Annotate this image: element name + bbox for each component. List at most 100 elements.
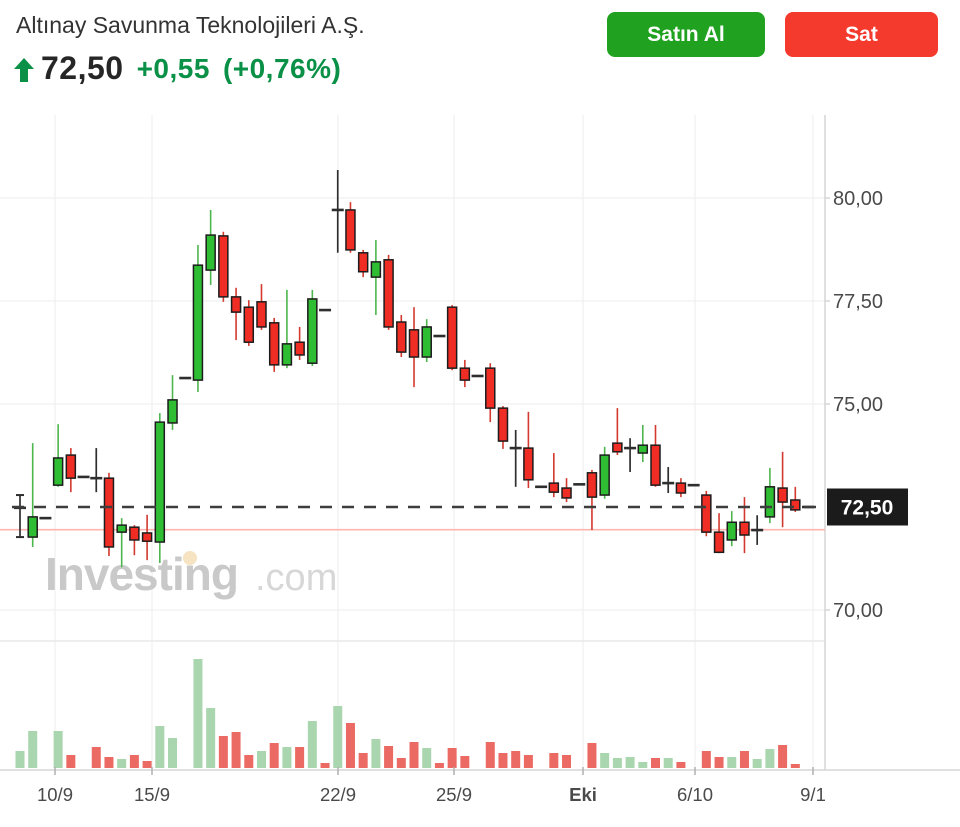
chart-area: Investing .com 80,00 77,50 75,00 70,00 72,50 10…: [0, 110, 960, 822]
candle-down: [548, 482, 560, 493]
volume-bar-down: [701, 751, 711, 768]
volume-bar-up: [256, 751, 266, 768]
volume-bar-up: [53, 731, 63, 768]
volume-bar-up: [282, 747, 292, 768]
candle-down: [701, 494, 712, 533]
price-change-percent: (+0,76%): [222, 52, 342, 84]
y-tick-label: 80,00: [833, 188, 883, 210]
candle-down: [230, 296, 242, 313]
volume-bar-down: [142, 761, 152, 768]
volume-bar-up: [371, 739, 381, 768]
x-tick-label: 22/9: [320, 784, 356, 805]
candle-up: [27, 516, 38, 538]
volume-bar-up: [206, 708, 216, 768]
x-tick-label: Eki: [569, 784, 597, 805]
candle-down: [739, 521, 750, 536]
volume-bar-up: [765, 749, 775, 768]
candle-down: [294, 341, 305, 356]
y-tick-label: 77,50: [833, 291, 883, 313]
volume-bar-down: [562, 755, 572, 768]
price-change: +0,55: [136, 52, 210, 84]
arrow-up-icon: [14, 57, 34, 83]
volume-bar-up: [625, 757, 635, 768]
volume-bar-up: [600, 753, 610, 768]
volume-bar-down: [485, 742, 495, 768]
candle-up: [167, 399, 178, 424]
volume-bar-up: [155, 726, 165, 768]
price-row: 72,50 +0,55 (+0,76%): [14, 50, 341, 87]
volume-bar-down: [651, 758, 660, 768]
candle-down: [586, 472, 598, 498]
candle-up: [307, 298, 318, 364]
watermark-suffix: .com: [255, 557, 337, 599]
volume-bar-down: [91, 747, 101, 768]
candle-down: [612, 442, 623, 453]
candle-down: [650, 444, 661, 486]
x-tick-label: 9/1: [800, 784, 826, 805]
volume-bar-down: [523, 755, 533, 768]
volume-bar-up: [638, 762, 648, 768]
volume-bar-down: [66, 755, 76, 768]
last-price: 72,50: [41, 50, 124, 86]
candle-up: [421, 326, 432, 358]
volume-bar-down: [129, 755, 139, 768]
candle-down: [497, 407, 509, 442]
candle-up: [764, 486, 776, 518]
candle-down: [357, 252, 369, 273]
candle-up: [205, 234, 216, 271]
candle-down: [485, 367, 496, 409]
y-tick-label: 70,00: [833, 600, 883, 622]
volume-bar-up: [15, 751, 25, 768]
candle-up: [726, 521, 738, 541]
volume-bar-up: [28, 731, 38, 768]
volume-bar-up: [727, 757, 737, 768]
x-tick-label: 15/9: [134, 784, 170, 805]
candle-down: [675, 482, 687, 494]
volume-bar-down: [778, 745, 788, 768]
candle-down: [103, 477, 115, 548]
sell-button[interactable]: Sat: [785, 12, 938, 57]
candle-down: [561, 487, 572, 499]
volume-bar-up: [612, 758, 622, 768]
candle-up: [116, 524, 127, 533]
volume-bar-down: [231, 732, 241, 768]
volume-bar-up: [307, 721, 317, 768]
volume-bar-down: [434, 763, 444, 768]
volume-bar-down: [549, 753, 559, 768]
watermark: Investing: [45, 548, 238, 600]
volume-bar-up: [663, 758, 673, 768]
instrument-title: Altınay Savunma Teknolojileri A.Ş.: [16, 12, 365, 38]
volume-bar-down: [218, 736, 228, 768]
volume-bar-up: [752, 759, 762, 768]
candle-down: [777, 487, 788, 503]
candle-down: [396, 321, 407, 353]
x-tick-label: 10/9: [37, 784, 73, 805]
candle-down: [243, 306, 255, 343]
candle-down: [446, 306, 458, 369]
volume-bar-up: [193, 659, 203, 768]
candle-down: [141, 532, 153, 542]
candle-down: [408, 329, 420, 358]
volume-bar-down: [447, 748, 457, 768]
candle-down: [713, 531, 725, 554]
volume-bar-down: [511, 751, 521, 768]
current-price-tag: [827, 488, 908, 526]
volume-bar-down: [498, 753, 508, 768]
volume-bar-up: [422, 748, 432, 768]
volume-bar-down: [460, 756, 470, 768]
candle-up: [52, 457, 64, 486]
volume-bar-down: [269, 743, 279, 768]
price-chart[interactable]: Investing .com 80,00 77,50 75,00 70,00 72,50 10…: [0, 110, 960, 822]
buy-button[interactable]: Satın Al: [607, 12, 765, 57]
candle-down: [523, 447, 534, 481]
candle-down: [129, 526, 140, 541]
volume-bar-down: [345, 723, 355, 768]
candle-down: [268, 322, 280, 366]
volume-bar-up: [168, 738, 178, 768]
candle-down: [218, 235, 229, 298]
volume-bar-down: [244, 755, 254, 768]
volume-bar-down: [790, 764, 800, 768]
candle-up: [370, 261, 382, 278]
volume-bar-down: [358, 753, 368, 768]
candle-up: [154, 421, 166, 543]
